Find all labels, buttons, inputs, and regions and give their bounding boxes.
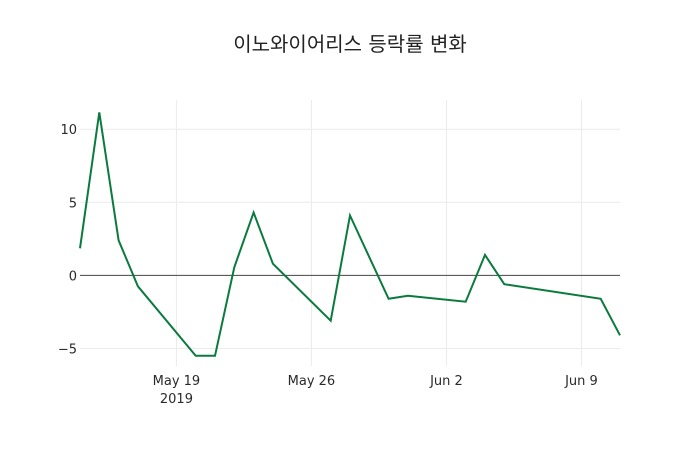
x-tick-label: Jun 9	[564, 374, 598, 389]
y-axis-ticks: 10 5 0 −5	[58, 123, 77, 357]
series-line	[79, 112, 621, 357]
x-tick-year-label: 2019	[160, 392, 193, 407]
y-tick-label: −5	[58, 342, 77, 357]
data-series	[79, 112, 621, 357]
y-tick-label: 0	[69, 269, 77, 284]
x-tick-label: May 26	[288, 374, 336, 389]
y-tick-label: 5	[69, 196, 77, 211]
x-tick-label: Jun 2	[429, 374, 463, 389]
x-tick-label: May 19	[153, 374, 201, 389]
y-tick-label: 10	[60, 123, 77, 138]
grid-lines	[80, 100, 620, 366]
x-axis-ticks: May 19 2019 May 26 Jun 2 Jun 9	[153, 374, 598, 407]
chart-title: 이노와이어리스 등락률 변화	[233, 32, 467, 56]
